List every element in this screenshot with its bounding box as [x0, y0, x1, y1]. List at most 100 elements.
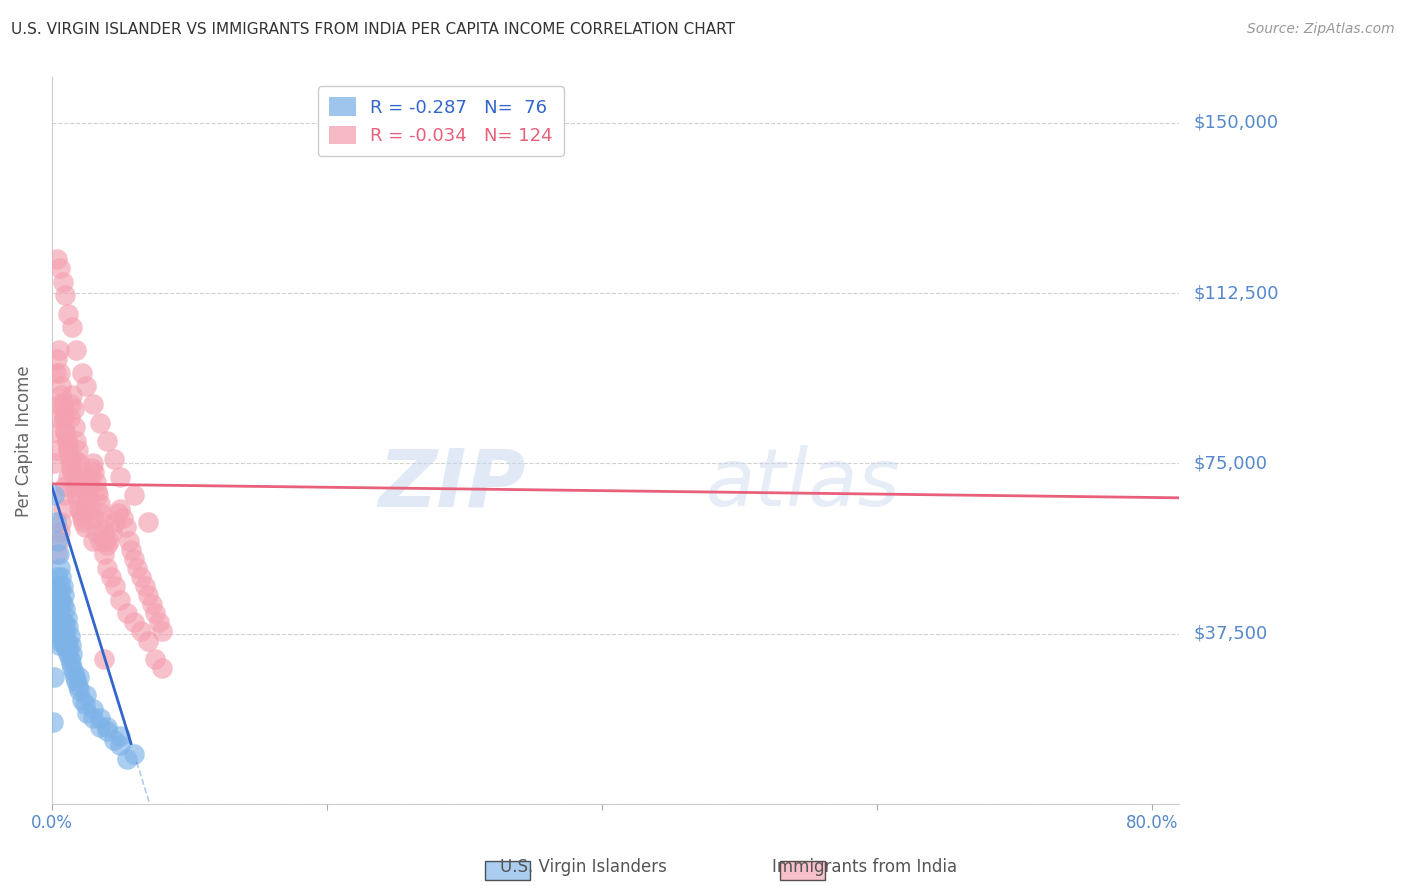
Point	[48, 615, 70, 630]
Point	[63, 670, 86, 684]
Point	[110, 729, 132, 743]
Point	[60, 647, 83, 661]
Point	[96, 724, 118, 739]
Point	[55, 479, 77, 493]
Point	[48, 624, 70, 639]
Point	[76, 488, 98, 502]
Point	[44, 592, 66, 607]
Text: Source: ZipAtlas.com: Source: ZipAtlas.com	[1247, 22, 1395, 37]
Point	[98, 533, 121, 548]
Text: $37,500: $37,500	[1194, 624, 1267, 643]
Point	[51, 379, 73, 393]
Point	[45, 516, 67, 530]
Point	[62, 401, 84, 416]
Point	[52, 633, 75, 648]
Point	[107, 507, 129, 521]
Point	[59, 461, 82, 475]
Legend: R = -0.287   N=  76, R = -0.034   N= 124: R = -0.287 N= 76, R = -0.034 N= 124	[318, 87, 564, 156]
Point	[76, 706, 98, 721]
Point	[45, 366, 67, 380]
Point	[55, 638, 77, 652]
Point	[48, 411, 70, 425]
Point	[136, 588, 159, 602]
Point	[59, 397, 82, 411]
Text: $112,500: $112,500	[1194, 285, 1278, 302]
Point	[96, 561, 118, 575]
Point	[82, 533, 104, 548]
Point	[110, 738, 132, 752]
Point	[56, 611, 79, 625]
Point	[103, 733, 125, 747]
Y-axis label: Per Capita Income: Per Capita Income	[15, 365, 32, 516]
Point	[53, 638, 76, 652]
Point	[52, 624, 75, 639]
Point	[94, 533, 117, 548]
Point	[48, 583, 70, 598]
Point	[136, 633, 159, 648]
Point	[150, 624, 173, 639]
Point	[104, 516, 127, 530]
Point	[117, 751, 139, 765]
Point	[82, 457, 104, 471]
Point	[67, 457, 90, 471]
Point	[42, 715, 65, 730]
Point	[46, 588, 69, 602]
Point	[59, 457, 82, 471]
Point	[79, 470, 101, 484]
Point	[58, 647, 80, 661]
Point	[89, 416, 111, 430]
Point	[110, 501, 132, 516]
Point	[58, 442, 80, 457]
Point	[89, 497, 111, 511]
Point	[83, 466, 105, 480]
Point	[59, 657, 82, 671]
Point	[46, 547, 69, 561]
Point	[59, 451, 82, 466]
Point	[65, 343, 87, 357]
Point	[46, 252, 69, 266]
Point	[52, 597, 75, 611]
Point	[66, 492, 89, 507]
Point	[49, 561, 72, 575]
Point	[77, 479, 100, 493]
Point	[46, 442, 69, 457]
Point	[84, 524, 107, 539]
Point	[59, 638, 82, 652]
Point	[45, 624, 67, 639]
Point	[63, 420, 86, 434]
Point	[72, 516, 94, 530]
Point	[53, 588, 76, 602]
Point	[82, 711, 104, 725]
Point	[60, 661, 83, 675]
Point	[70, 692, 93, 706]
Point	[45, 579, 67, 593]
Point	[56, 434, 79, 448]
Point	[44, 457, 66, 471]
Point	[70, 511, 93, 525]
Point	[49, 611, 72, 625]
Point	[51, 620, 73, 634]
Point	[48, 533, 70, 548]
Point	[66, 679, 89, 693]
Point	[93, 524, 115, 539]
Point	[129, 624, 152, 639]
Point	[52, 615, 75, 630]
Point	[66, 442, 89, 457]
Point	[101, 524, 124, 539]
Point	[56, 642, 79, 657]
Point	[79, 501, 101, 516]
Point	[46, 615, 69, 630]
Point	[104, 579, 127, 593]
Point	[52, 501, 75, 516]
Point	[48, 343, 70, 357]
Point	[86, 483, 108, 498]
Point	[75, 501, 97, 516]
Point	[67, 670, 90, 684]
Point	[58, 307, 80, 321]
Point	[49, 597, 72, 611]
Point	[122, 551, 145, 566]
Point	[62, 665, 84, 680]
Point	[100, 570, 122, 584]
Point	[51, 611, 73, 625]
Point	[70, 366, 93, 380]
